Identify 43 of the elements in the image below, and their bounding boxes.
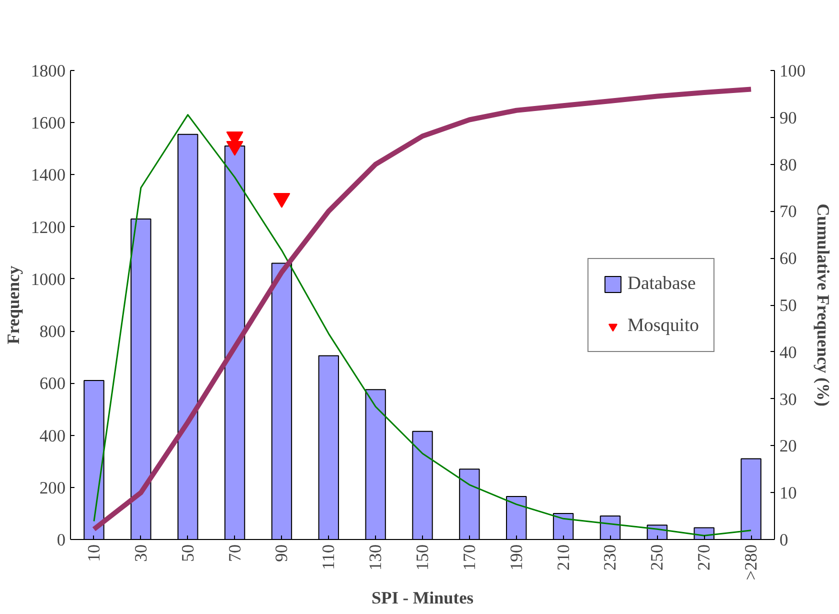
x-tick-label: 150 xyxy=(413,544,432,570)
x-axis-title: SPI - Minutes xyxy=(371,588,474,608)
y-tick-label: 600 xyxy=(40,374,66,394)
x-tick-label: 230 xyxy=(600,544,620,570)
y2-tick-label: 100 xyxy=(780,62,806,80)
y2-tick-label: 40 xyxy=(780,342,797,362)
x-tick-label: 270 xyxy=(694,544,714,570)
y-tick-label: 400 xyxy=(40,426,66,446)
x-tick-label: 190 xyxy=(506,544,526,570)
y-tick-label: 200 xyxy=(40,478,66,498)
x-tick-label: 30 xyxy=(131,544,150,562)
x-tick-label: 250 xyxy=(648,544,667,570)
y2-tick-label: 60 xyxy=(780,249,797,268)
y2-tick-label: 50 xyxy=(780,296,797,315)
y-tick-label: 800 xyxy=(40,322,66,342)
y-tick-label: 1000 xyxy=(30,270,66,289)
x-tick-label: 50 xyxy=(178,544,198,562)
x-tick-label: 70 xyxy=(225,544,244,562)
x-tick-label: 10 xyxy=(84,544,104,562)
x-tick-label: >280 xyxy=(742,544,761,580)
legend-label: Database xyxy=(627,272,696,294)
y-tick-label: 1800 xyxy=(30,62,66,80)
y2-tick-label: 30 xyxy=(780,390,797,409)
y2-tick-label: 0 xyxy=(780,530,788,550)
y2-tick-label: 80 xyxy=(780,155,797,174)
point xyxy=(226,140,244,156)
y2-axis-title: Cumulative Frequency (%) xyxy=(813,204,832,407)
y2-tick-label: 20 xyxy=(780,436,797,456)
x-tick-label: 110 xyxy=(319,544,338,570)
x-tick-label: 210 xyxy=(554,544,573,570)
y-axis-title: Frequency xyxy=(4,265,23,344)
y2-tick-label: 70 xyxy=(780,202,797,222)
y2-tick-label: 90 xyxy=(780,108,797,128)
y-tick-label: 1200 xyxy=(30,218,66,237)
y2-tick-label: 10 xyxy=(780,484,797,503)
x-tick-label: 90 xyxy=(272,544,292,562)
x-tick-label: 170 xyxy=(460,544,479,570)
legend-label: Mosquito xyxy=(627,314,699,336)
y-tick-label: 1400 xyxy=(30,166,66,185)
point xyxy=(273,193,290,208)
x-tick-label: 130 xyxy=(366,544,386,570)
y-tick-label: 1600 xyxy=(30,114,66,133)
y-tick-label: 0 xyxy=(56,530,66,550)
